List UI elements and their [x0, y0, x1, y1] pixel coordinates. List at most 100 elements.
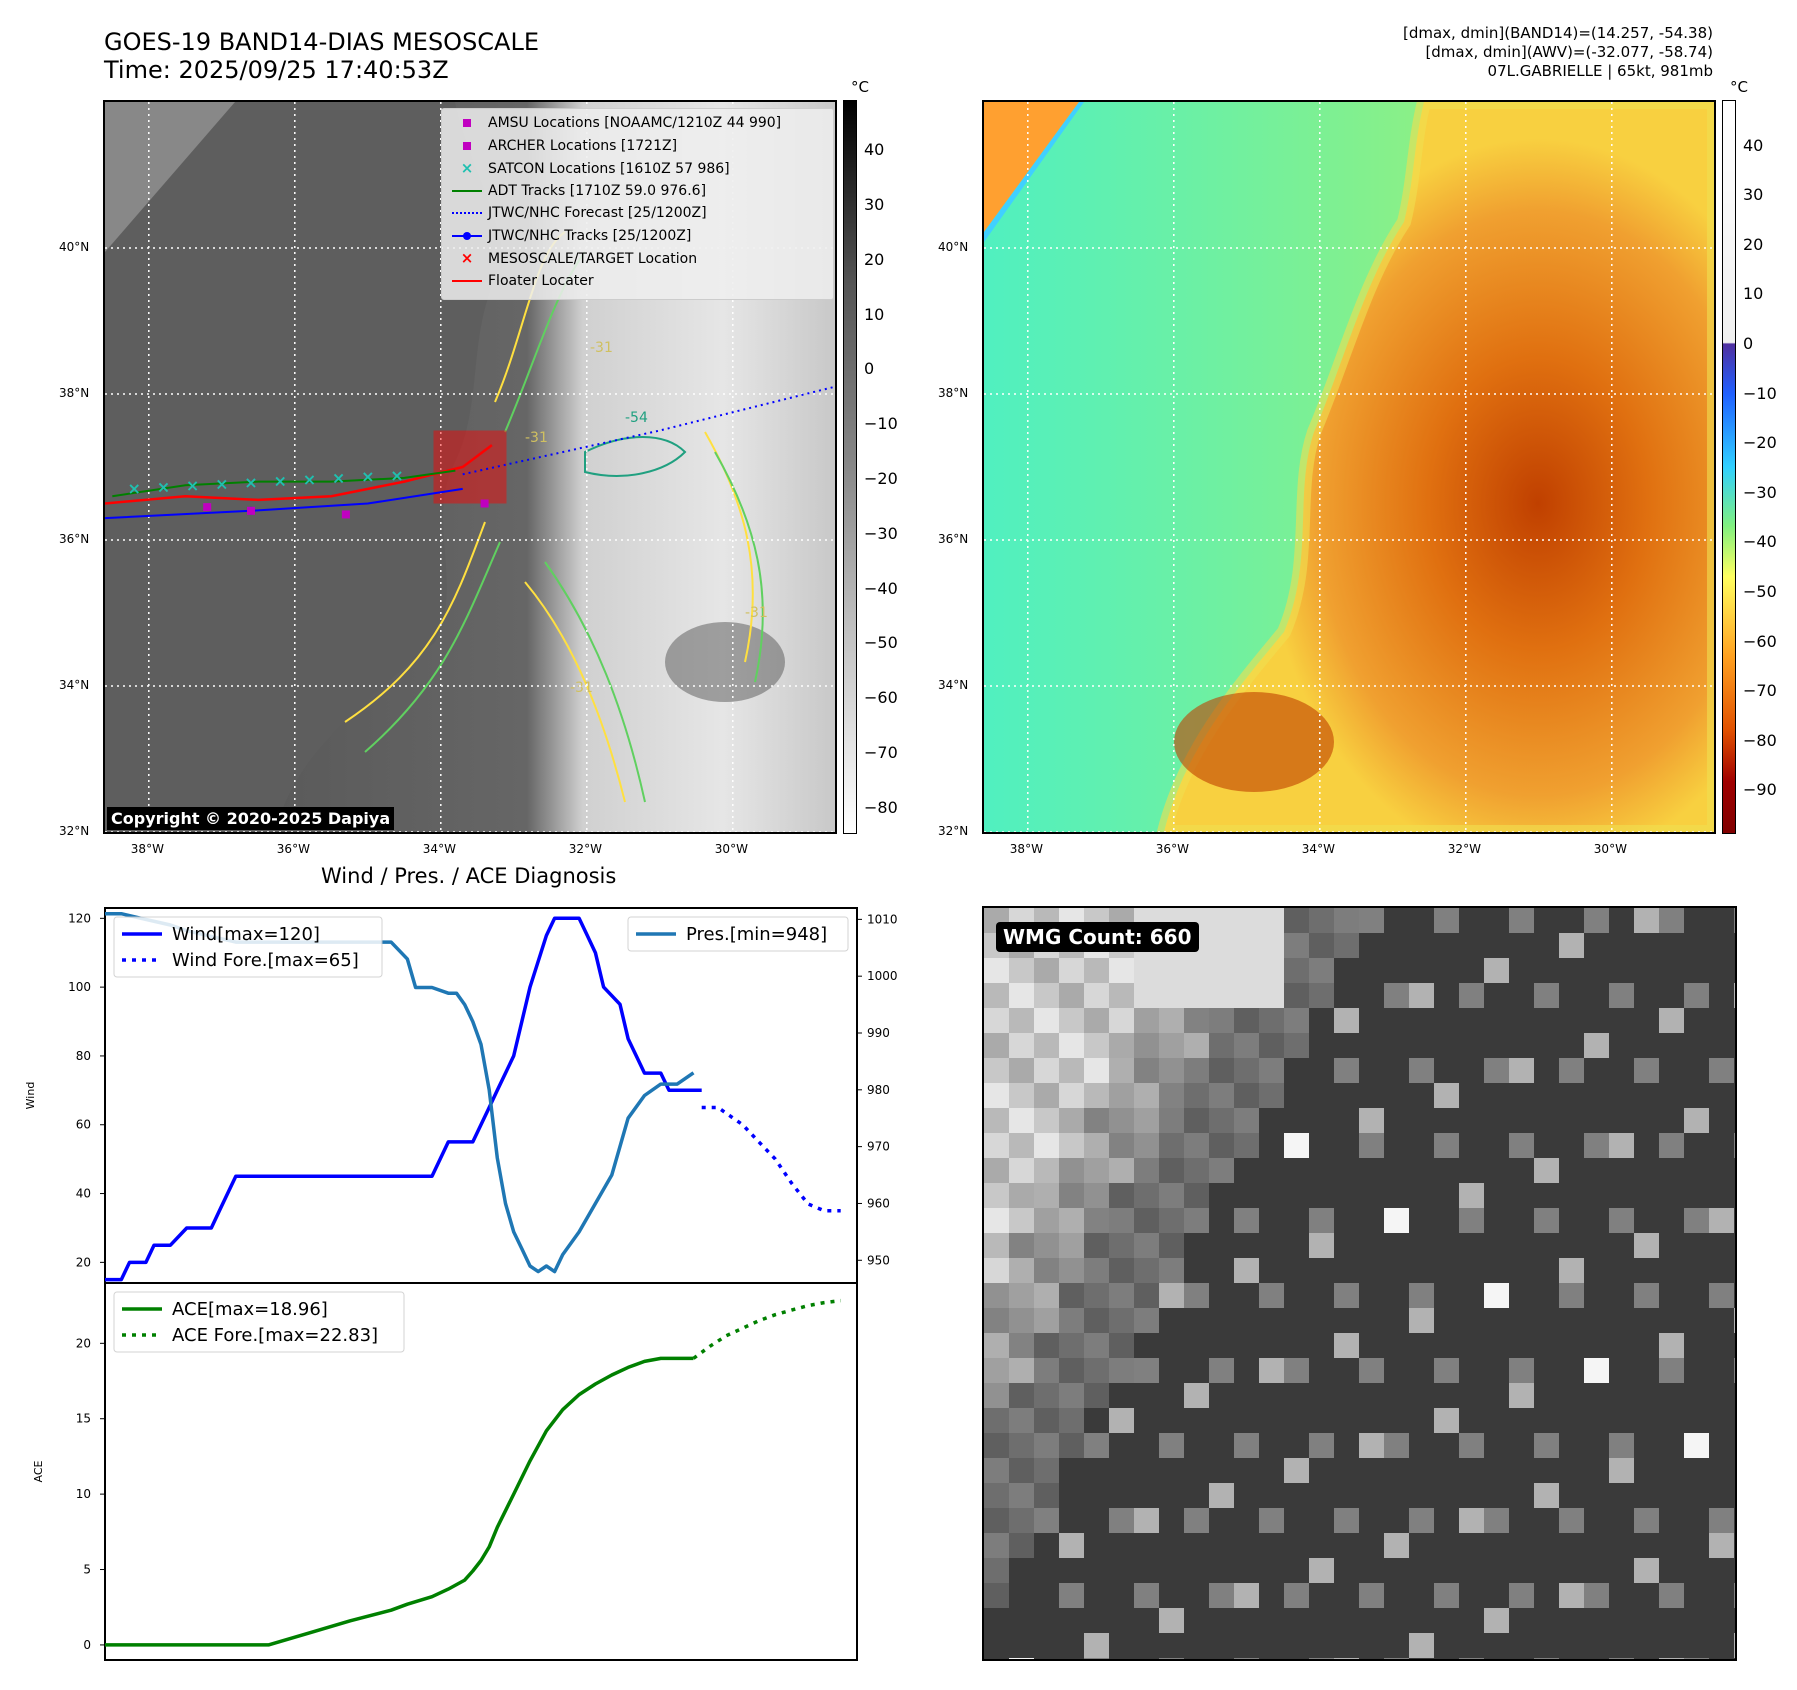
wmg-cell — [1309, 1208, 1335, 1234]
wmg-cell — [1359, 1333, 1385, 1359]
wmg-cell — [1534, 1008, 1560, 1034]
wmg-cell — [1159, 1433, 1185, 1459]
wmg-cell — [1459, 958, 1485, 984]
wmg-cell — [984, 1408, 1010, 1434]
wmg-cell — [1484, 1483, 1510, 1509]
info-awv: [dmax, dmin](AWV)=(-32.077, -58.74) — [1425, 43, 1713, 61]
wmg-cell — [1209, 908, 1235, 934]
wmg-cell — [1334, 1608, 1360, 1634]
wmg-cell — [1434, 1108, 1460, 1134]
wmg-cell — [1534, 1033, 1560, 1059]
awv-map-panel — [982, 100, 1716, 834]
wmg-cell — [1209, 1258, 1235, 1284]
wmg-cell — [1634, 1408, 1660, 1434]
wmg-cell — [1409, 1033, 1435, 1059]
wmg-cell — [1509, 908, 1535, 934]
wmg-cell — [1609, 1658, 1635, 1659]
wmg-cell — [1484, 1633, 1510, 1659]
wmg-cell — [1609, 1583, 1635, 1609]
wmg-cell — [1659, 1158, 1685, 1184]
wmg-cell — [1734, 1283, 1735, 1309]
wmg-cell — [1084, 1658, 1110, 1659]
wmg-cell — [1509, 1033, 1535, 1059]
wmg-cell — [1484, 983, 1510, 1009]
ir-lon-label: 36°W — [276, 842, 310, 856]
wmg-cell — [1034, 1058, 1060, 1084]
wmg-cell — [1359, 1608, 1385, 1634]
amsu-marker — [480, 499, 489, 508]
wmg-cell — [1259, 1608, 1285, 1634]
wmg-cell — [1584, 1283, 1610, 1309]
wmg-cell — [1259, 1283, 1285, 1309]
color-colorbar — [1722, 100, 1736, 834]
wmg-cell — [1609, 1458, 1635, 1484]
wmg-cell — [1259, 1583, 1285, 1609]
wmg-cell — [1009, 1333, 1035, 1359]
wmg-cell — [1059, 983, 1085, 1009]
wmg-cell — [1059, 1583, 1085, 1609]
wmg-cell — [1084, 1533, 1110, 1559]
wmg-cell — [1134, 1058, 1160, 1084]
wmg-cell — [1184, 1083, 1210, 1109]
wmg-cell — [1534, 1483, 1560, 1509]
wmg-cell — [1534, 1058, 1560, 1084]
wmg-cell — [1309, 1658, 1335, 1659]
wmg-cell — [1184, 1483, 1210, 1509]
wmg-cell — [1159, 1583, 1185, 1609]
wmg-cell — [1734, 1658, 1735, 1659]
pressure-ytick-label: 950 — [867, 1253, 890, 1267]
wmg-cell — [1709, 1308, 1735, 1334]
wmg-cell — [1434, 933, 1460, 959]
wmg-cell — [1259, 1133, 1285, 1159]
wmg-cell — [1634, 1558, 1660, 1584]
wmg-cell — [1109, 1333, 1135, 1359]
gray-colorbar-tick-label: 30 — [864, 195, 885, 215]
wmg-cell — [1659, 1183, 1685, 1209]
wmg-cell — [1359, 908, 1385, 934]
legend-symbol-icon — [448, 181, 486, 201]
wmg-cell — [1309, 1508, 1335, 1534]
wmg-cell — [1459, 1558, 1485, 1584]
wmg-cell — [1609, 1283, 1635, 1309]
info-band14: [dmax, dmin](BAND14)=(14.257, -54.38) — [1402, 24, 1713, 42]
wmg-cell — [1084, 1258, 1110, 1284]
wmg-cell — [1409, 1258, 1435, 1284]
info-storm: 07L.GABRIELLE | 65kt, 981mb — [1487, 62, 1713, 80]
wmg-cell — [1709, 1533, 1735, 1559]
wmg-cell — [1659, 1233, 1685, 1259]
ace-ytick-label: 20 — [76, 1336, 91, 1350]
wmg-cell — [1034, 1133, 1060, 1159]
wmg-cell — [1209, 1408, 1235, 1434]
wmg-cell — [1684, 1533, 1710, 1559]
wmg-cell — [1009, 1083, 1035, 1109]
ir-lat-label: 36°N — [59, 532, 90, 546]
wmg-cell — [1584, 1258, 1610, 1284]
wmg-cell — [1609, 1058, 1635, 1084]
pressure-ytick-label: 960 — [867, 1196, 890, 1210]
wmg-cell — [1109, 1583, 1135, 1609]
wmg-cell — [1209, 1433, 1235, 1459]
wmg-cell — [1709, 1033, 1735, 1059]
wmg-cell — [1609, 1408, 1635, 1434]
wmg-cell — [1259, 1483, 1285, 1509]
wmg-cell — [1209, 1133, 1235, 1159]
wmg-cell — [1609, 1233, 1635, 1259]
wind-ytick-label: 60 — [76, 1118, 91, 1132]
wmg-cell — [1534, 1158, 1560, 1184]
wmg-cell — [1634, 1058, 1660, 1084]
wmg-cell — [1634, 1208, 1660, 1234]
wmg-cell — [1134, 1008, 1160, 1034]
wmg-cell — [1309, 1283, 1335, 1309]
legend-label: ARCHER Locations [1721Z] — [488, 137, 678, 154]
wmg-cell — [1384, 1108, 1410, 1134]
wmg-cell — [1584, 1208, 1610, 1234]
wmg-cell — [1309, 983, 1335, 1009]
wmg-cell — [1309, 1583, 1335, 1609]
wmg-cell — [1734, 1358, 1735, 1384]
wmg-cell — [1284, 1258, 1310, 1284]
diagnosis-title: Wind / Pres. / ACE Diagnosis — [321, 864, 617, 888]
wmg-cell — [1109, 1158, 1135, 1184]
wmg-cell — [1384, 1308, 1410, 1334]
wmg-cell — [984, 1633, 1010, 1659]
wmg-cell — [1059, 1458, 1085, 1484]
